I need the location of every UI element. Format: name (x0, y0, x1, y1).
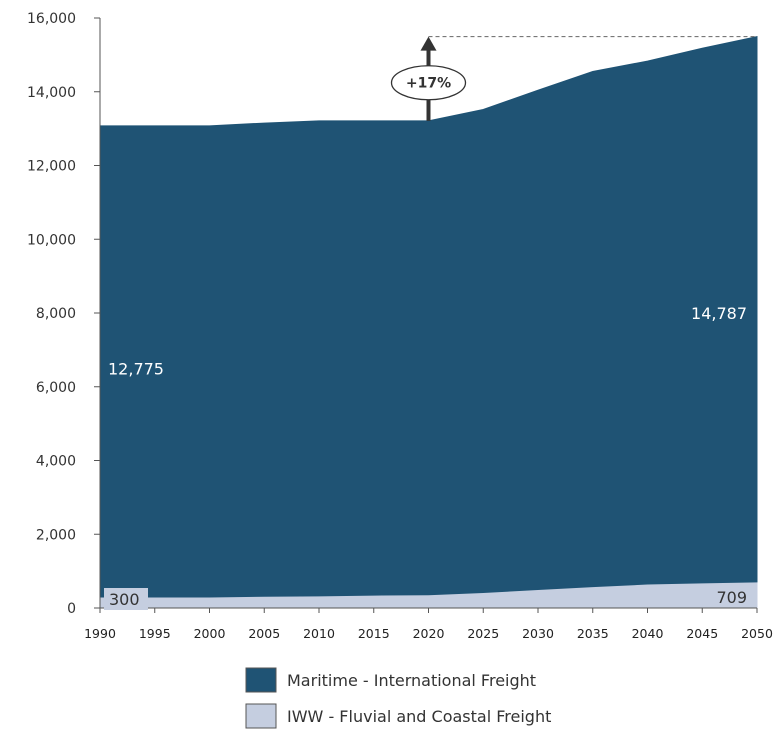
x-tick-label: 2015 (358, 626, 390, 641)
x-tick-label: 2005 (248, 626, 280, 641)
y-tick-label: 8,000 (36, 306, 76, 322)
x-tick-label: 2020 (413, 626, 445, 641)
label-maritime-2050: 14,787 (691, 304, 747, 323)
growth-callout-label: +17% (406, 76, 451, 92)
x-tick-label: 2030 (522, 626, 554, 641)
x-tick-label: 2010 (303, 626, 335, 641)
label-iww-1990: 300 (109, 590, 140, 609)
x-tick-label: 2035 (577, 626, 609, 641)
legend-label-iww: IWW - Fluvial and Coastal Freight (287, 707, 551, 726)
y-tick-label: 14,000 (27, 85, 76, 101)
data-labels-layer: 12,775 14,787 300 709 (104, 304, 747, 610)
y-tick-label: 2,000 (36, 527, 76, 543)
legend: Maritime - International Freight IWW - Fl… (245, 667, 551, 729)
growth-callout: +17% (390, 36, 757, 121)
growth-arrow-head (420, 36, 437, 51)
growth-callout-bubble (390, 65, 467, 101)
x-tick-label: 1995 (139, 626, 171, 641)
y-tick-label: 16,000 (27, 11, 76, 27)
x-tick-label: 2040 (632, 626, 664, 641)
y-tick-label: 6,000 (36, 380, 76, 396)
legend-swatch-maritime (245, 667, 277, 693)
x-tick-label: 2000 (194, 626, 226, 641)
y-tick-label: 12,000 (27, 159, 76, 175)
legend-swatch-iww (245, 703, 277, 729)
y-tick-label: 10,000 (27, 232, 76, 248)
x-tick-label: 2045 (686, 626, 718, 641)
area-layer (99, 35, 758, 609)
axes-layer: 0 2,000 4,000 6,000 8,000 10,000 12,000 14,000 1… (27, 11, 773, 641)
y-tick-label: 4,000 (36, 454, 76, 470)
area-maritime (99, 35, 758, 598)
y-tick-label: 0 (67, 601, 76, 617)
label-iww-2050: 709 (716, 588, 747, 607)
x-tick-label: 2025 (467, 626, 499, 641)
x-tick-label: 2050 (741, 626, 773, 641)
label-maritime-1990: 12,775 (108, 359, 164, 378)
legend-label-maritime: Maritime - International Freight (287, 671, 536, 690)
x-tick-label: 1990 (84, 626, 116, 641)
label-iww-1990-box (104, 588, 148, 610)
